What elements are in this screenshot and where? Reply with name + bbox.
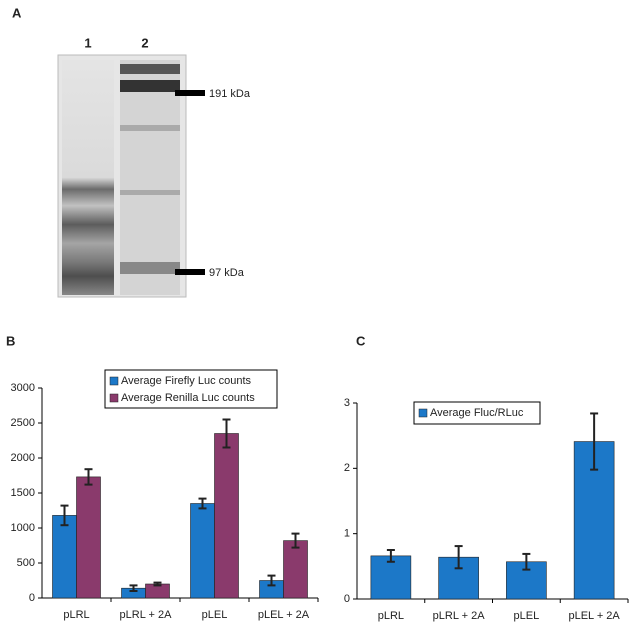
lane-label: 2 [141,35,148,50]
gel [57,54,205,298]
marker-label: 191 kDa [209,88,251,100]
marker-label: 97 kDa [209,267,245,279]
bar [283,540,308,599]
bar [52,515,77,599]
legend [104,369,278,409]
legend-swatch [109,376,119,386]
x-tick-label: pLRL [63,609,89,621]
bar [214,433,239,599]
y-tick-label: 2 [344,462,350,474]
legend [413,401,541,425]
panel-label: B [6,333,15,348]
x-tick-label: pLRL + 2A [120,609,173,621]
y-tick-label: 1500 [11,487,35,499]
y-tick-label: 500 [17,557,35,569]
legend-label: Average Renilla Luc counts [121,392,255,404]
x-tick-label: pLEL [514,610,540,622]
bar [76,476,101,599]
panel-label: C [356,333,366,348]
y-tick-label: 2000 [11,452,35,464]
y-tick-label: 2500 [11,417,35,429]
x-tick-label: pLEL + 2A [258,609,310,621]
x-tick-label: pLRL + 2A [433,610,486,622]
panel-label: A [12,5,22,20]
lane-label: 1 [84,35,91,50]
x-tick-label: pLEL + 2A [568,610,620,622]
y-tick-label: 3000 [11,382,35,394]
legend-label: Average Firefly Luc counts [121,375,252,387]
x-tick-label: pLRL [378,610,404,622]
bar [190,503,215,599]
y-tick-label: 0 [29,592,35,604]
legend-label: Average Fluc/RLuc [430,407,524,419]
y-tick-label: 0 [344,593,350,605]
legend-swatch [109,393,119,403]
y-tick-label: 3 [344,397,350,409]
y-tick-label: 1000 [11,522,35,534]
x-tick-label: pLEL [202,609,228,621]
legend-swatch [418,408,428,418]
y-tick-label: 1 [344,528,350,540]
